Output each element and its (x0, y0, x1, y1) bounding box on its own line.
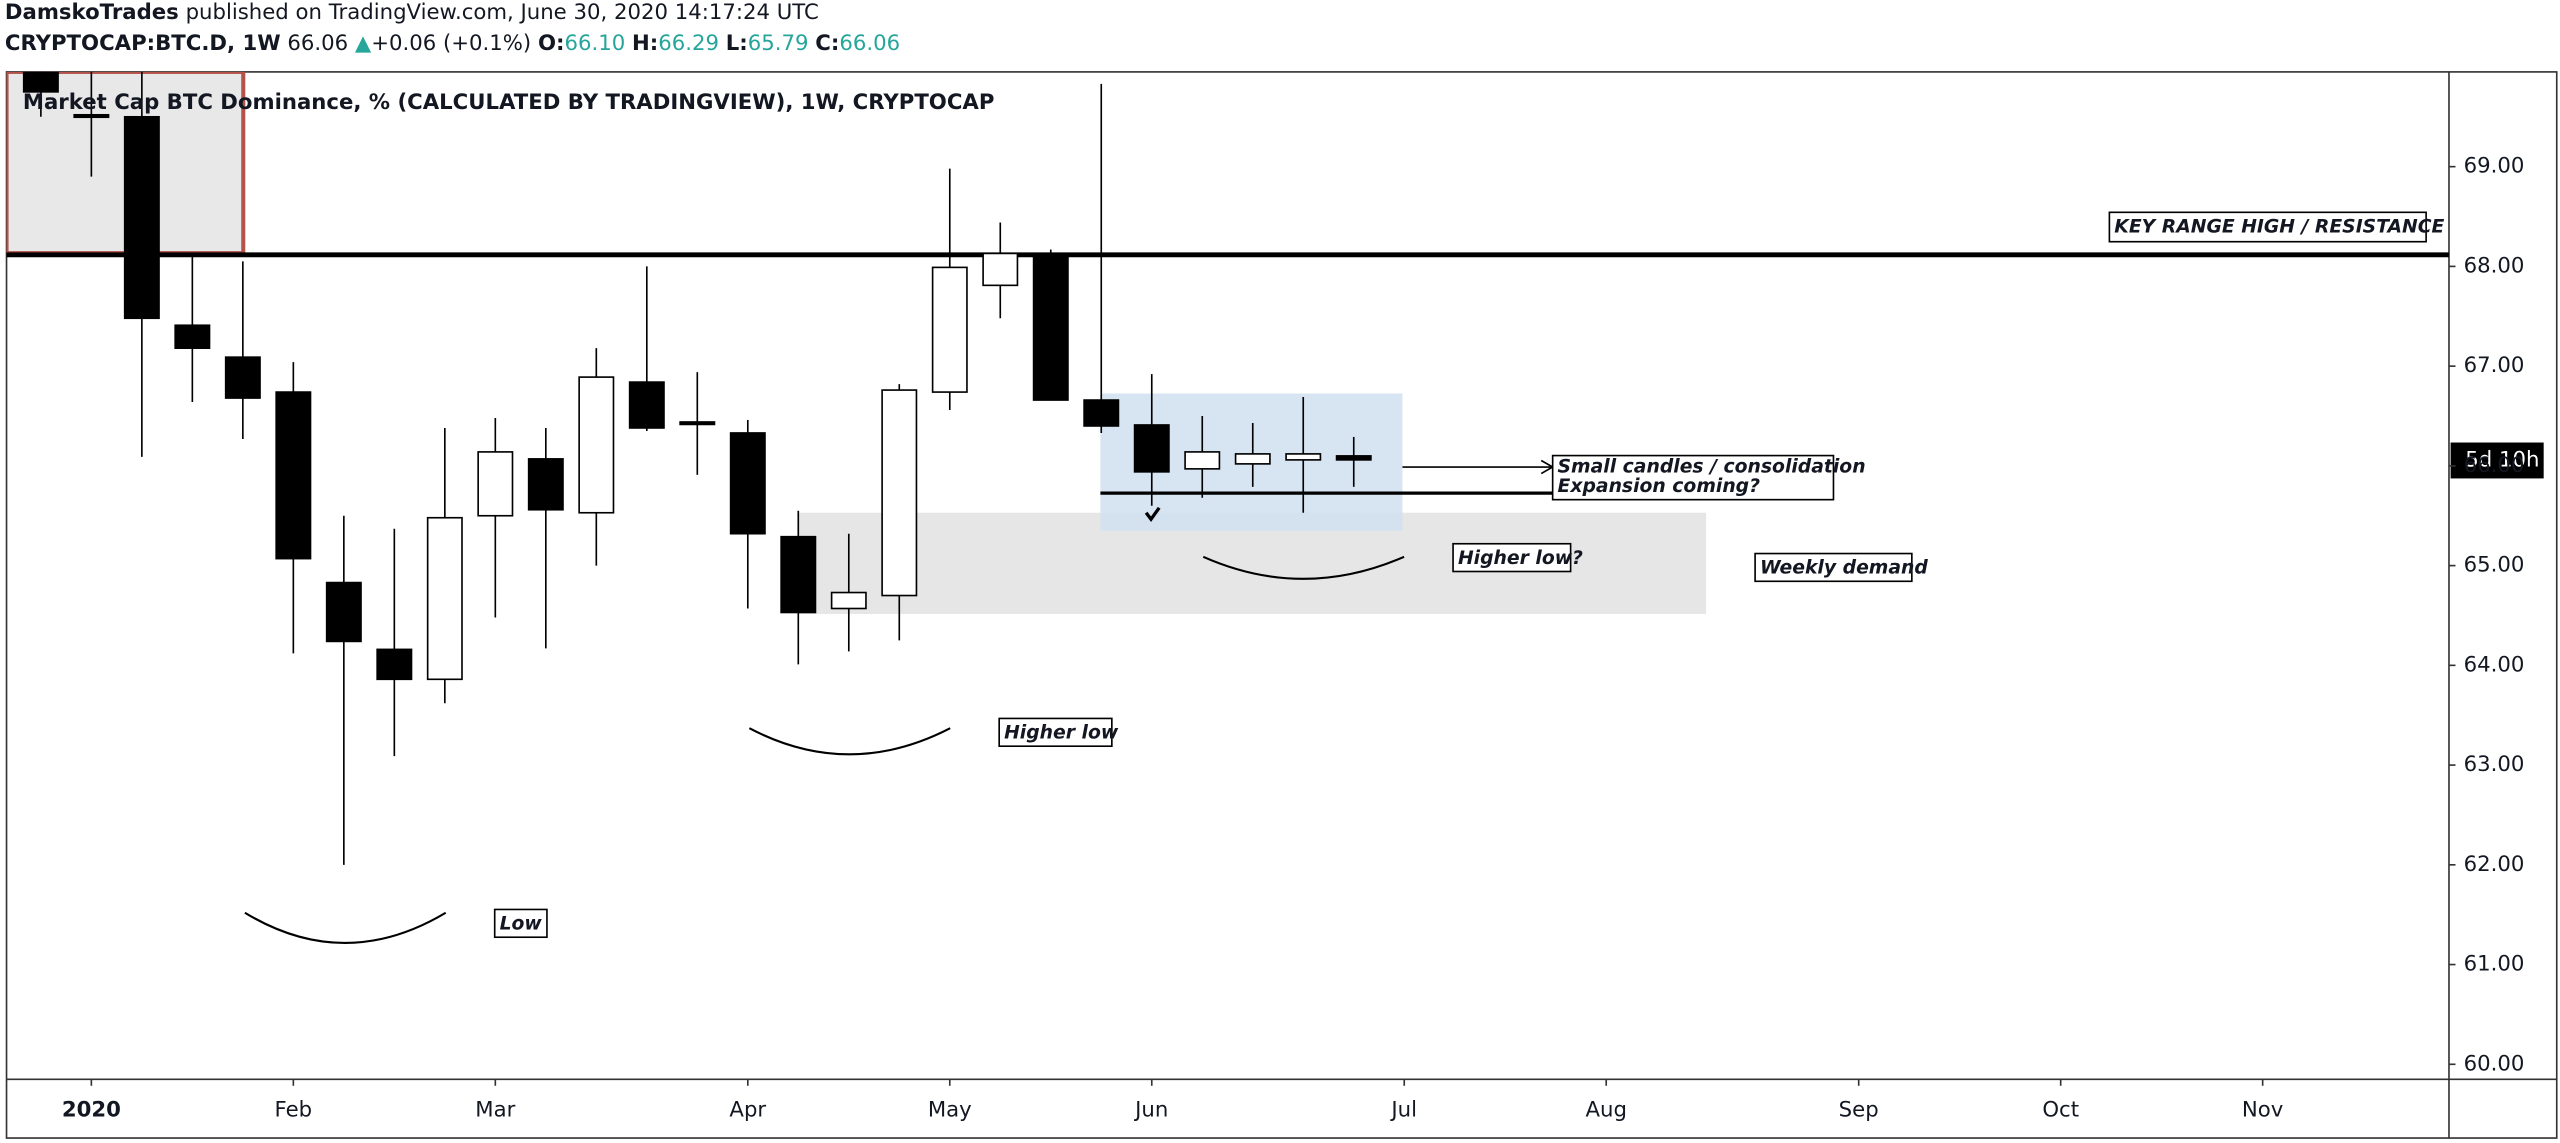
candle-body (426, 516, 463, 681)
change: +0.06 (+0.1%) (371, 31, 531, 56)
x-tick-label: Jul (1389, 1097, 1417, 1122)
candle-body (527, 458, 564, 511)
y-tick-label: 65.00 (2464, 553, 2525, 578)
annotation: Expansion coming? (1558, 476, 1761, 497)
y-tick-label: 69.00 (2464, 154, 2525, 179)
high: 66.29 (658, 31, 719, 56)
y-tick-label: 67.00 (2464, 353, 2525, 378)
arc-low (244, 911, 447, 944)
candle-body (1032, 253, 1069, 401)
arc-higher-low (748, 727, 951, 756)
candle-body (578, 376, 615, 514)
annotation: KEY RANGE HIGH / RESISTANCE (2114, 217, 2444, 238)
candle-body (1133, 424, 1170, 473)
x-tick-label: 2020 (62, 1097, 121, 1122)
x-tick-label: Mar (475, 1097, 515, 1122)
arrow: ▲ (355, 31, 372, 56)
annotation: Small candles / consolidation (1558, 457, 1866, 478)
candle-body (628, 381, 665, 429)
x-tick-label: Apr (729, 1097, 766, 1122)
close-label: C: (815, 31, 839, 56)
chart-frame (5, 71, 2558, 1139)
candle-body (174, 324, 211, 349)
high-label: H: (632, 31, 658, 56)
candle-body (224, 356, 261, 399)
candle-body (931, 266, 968, 393)
annotation-box (998, 717, 1113, 748)
candle-body (275, 391, 312, 560)
header-line: DamskoTrades published on TradingView.co… (5, 0, 819, 25)
candle-body (1184, 451, 1221, 470)
y-tick-label: 64.00 (2464, 652, 2525, 677)
last: 66.06 (287, 31, 348, 56)
candle-body (1335, 455, 1372, 461)
candle-body (376, 648, 413, 681)
candle-body (325, 581, 362, 643)
open-label: O: (538, 31, 565, 56)
y-tick-label: 61.00 (2464, 952, 2525, 977)
candle-body (1083, 399, 1120, 427)
candle-body (123, 115, 160, 320)
annotation: Higher low? (1458, 548, 1583, 569)
close: 66.06 (839, 31, 900, 56)
x-tick-label: Nov (2242, 1097, 2283, 1122)
low: 65.79 (748, 31, 809, 56)
x-tick-label: Aug (1585, 1097, 1626, 1122)
low-label: L: (726, 31, 748, 56)
drawings (6, 71, 2449, 944)
chart-title: Market Cap BTC Dominance, % (CALCULATED … (23, 90, 995, 115)
candles (22, 71, 1372, 865)
candle-body (1234, 453, 1271, 465)
annotation-box (1452, 542, 1572, 573)
y-tick-label: 66.00 (2464, 453, 2525, 478)
candle-body (982, 252, 1019, 287)
published: published on TradingView.com, June 30, 2… (186, 0, 819, 25)
x-tick-label: Oct (2042, 1097, 2079, 1122)
annotation-box (2108, 211, 2427, 243)
candle-body (679, 421, 716, 426)
candle-body (73, 113, 110, 119)
candle-body (477, 451, 514, 517)
x-tick-label: May (928, 1097, 972, 1122)
annotation-box (493, 908, 548, 939)
y-tick-label: 62.00 (2464, 852, 2525, 877)
candle-body (22, 71, 59, 93)
annotation-box (1551, 454, 1835, 501)
annotation-box (1754, 552, 1913, 583)
annotation: Weekly demand (1760, 558, 1928, 579)
header-quote: CRYPTOCAP:BTC.D, 1W 66.06 ▲+0.06 (+0.1%)… (5, 31, 900, 56)
check-mark (1144, 506, 1161, 523)
x-tick-label: Jun (1133, 1097, 1168, 1122)
author: DamskoTrades (5, 0, 179, 25)
y-tick-label: 68.00 (2464, 253, 2525, 278)
x-tick-label: Feb (275, 1097, 313, 1122)
candle-body (729, 432, 766, 535)
candle-body (1285, 453, 1322, 461)
arc-higher-low-2 (1202, 555, 1405, 580)
annotation: Higher low (1004, 723, 1119, 744)
y-tick-label: 63.00 (2464, 752, 2525, 777)
countdown-box (2450, 442, 2544, 479)
x-tick-label: Sep (1839, 1097, 1879, 1122)
candle-body (881, 389, 918, 597)
symbol: CRYPTOCAP:BTC.D, 1W (5, 31, 281, 56)
annotation: Low (500, 914, 543, 935)
countdown: 5d 10h (2465, 447, 2539, 472)
candle-body (780, 535, 817, 614)
open: 66.10 (565, 31, 626, 56)
candle-body (830, 591, 867, 610)
y-tick-label: 60.00 (2464, 1051, 2525, 1076)
